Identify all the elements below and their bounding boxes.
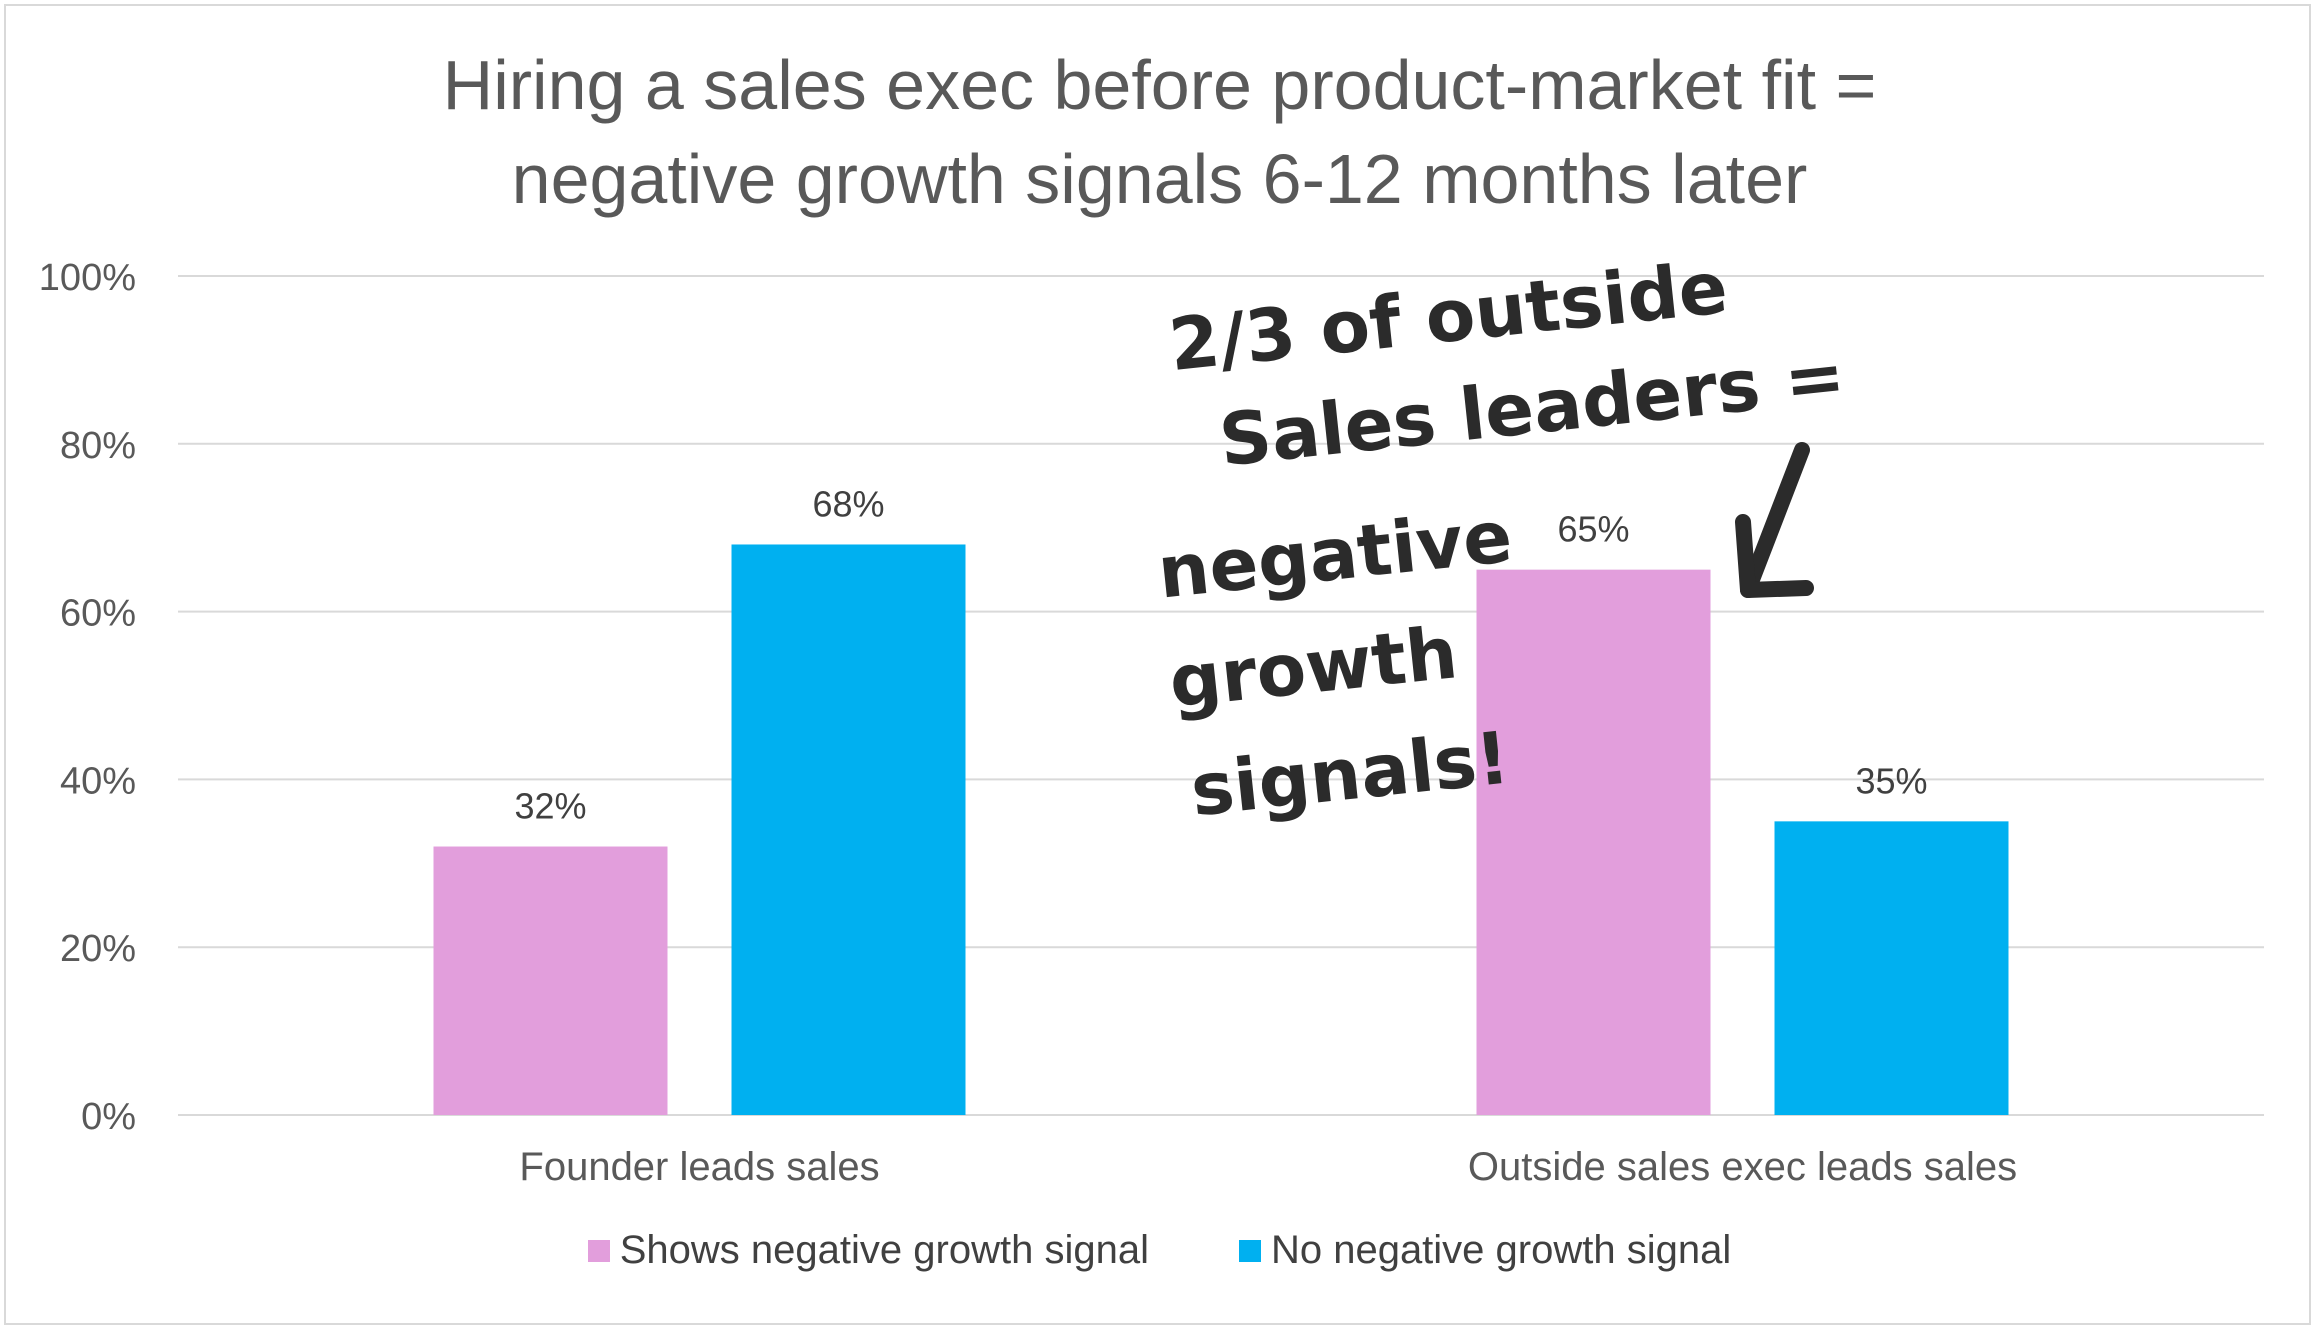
y-tick-label: 80% [60,425,136,467]
data-label: 32% [514,786,586,827]
y-tick-label: 40% [60,760,136,802]
legend-item-no-negative: No negative growth signal [1238,1228,1732,1273]
legend-item-negative: Shows negative growth signal [587,1228,1149,1273]
chart-title-line-1: Hiring a sales exec before product-marke… [442,46,1877,124]
legend-label-negative: Shows negative growth signal [619,1228,1149,1272]
data-label: 65% [1557,509,1629,550]
chart-title: Hiring a sales exec before product-marke… [0,38,2319,226]
legend: Shows negative growth signal No negative… [0,1228,2319,1273]
chart-title-line-2: negative growth signals 6-12 months late… [511,140,1808,218]
legend-swatch-pink [587,1239,610,1262]
annotation-line-4: growth [1165,610,1461,724]
annotation-arrow-icon [1735,442,1814,598]
annotation-line-5: signals! [1187,715,1513,832]
bar [1476,569,1711,1115]
bar [731,544,966,1115]
data-label: 68% [812,483,884,524]
data-label: 35% [1855,760,1927,801]
annotation-line-3: negative [1154,494,1516,615]
legend-label-no-negative: No negative growth signal [1270,1228,1732,1272]
y-tick-label: 0% [81,1096,136,1138]
y-tick-label: 100% [39,257,136,299]
bar [433,846,668,1115]
x-tick-label: Outside sales exec leads sales [1468,1145,2017,1189]
y-tick-label: 20% [60,928,136,970]
bar [1774,821,2009,1115]
y-tick-label: 60% [60,593,136,635]
legend-swatch-blue [1238,1239,1261,1262]
x-tick-label: Founder leads sales [519,1145,879,1189]
